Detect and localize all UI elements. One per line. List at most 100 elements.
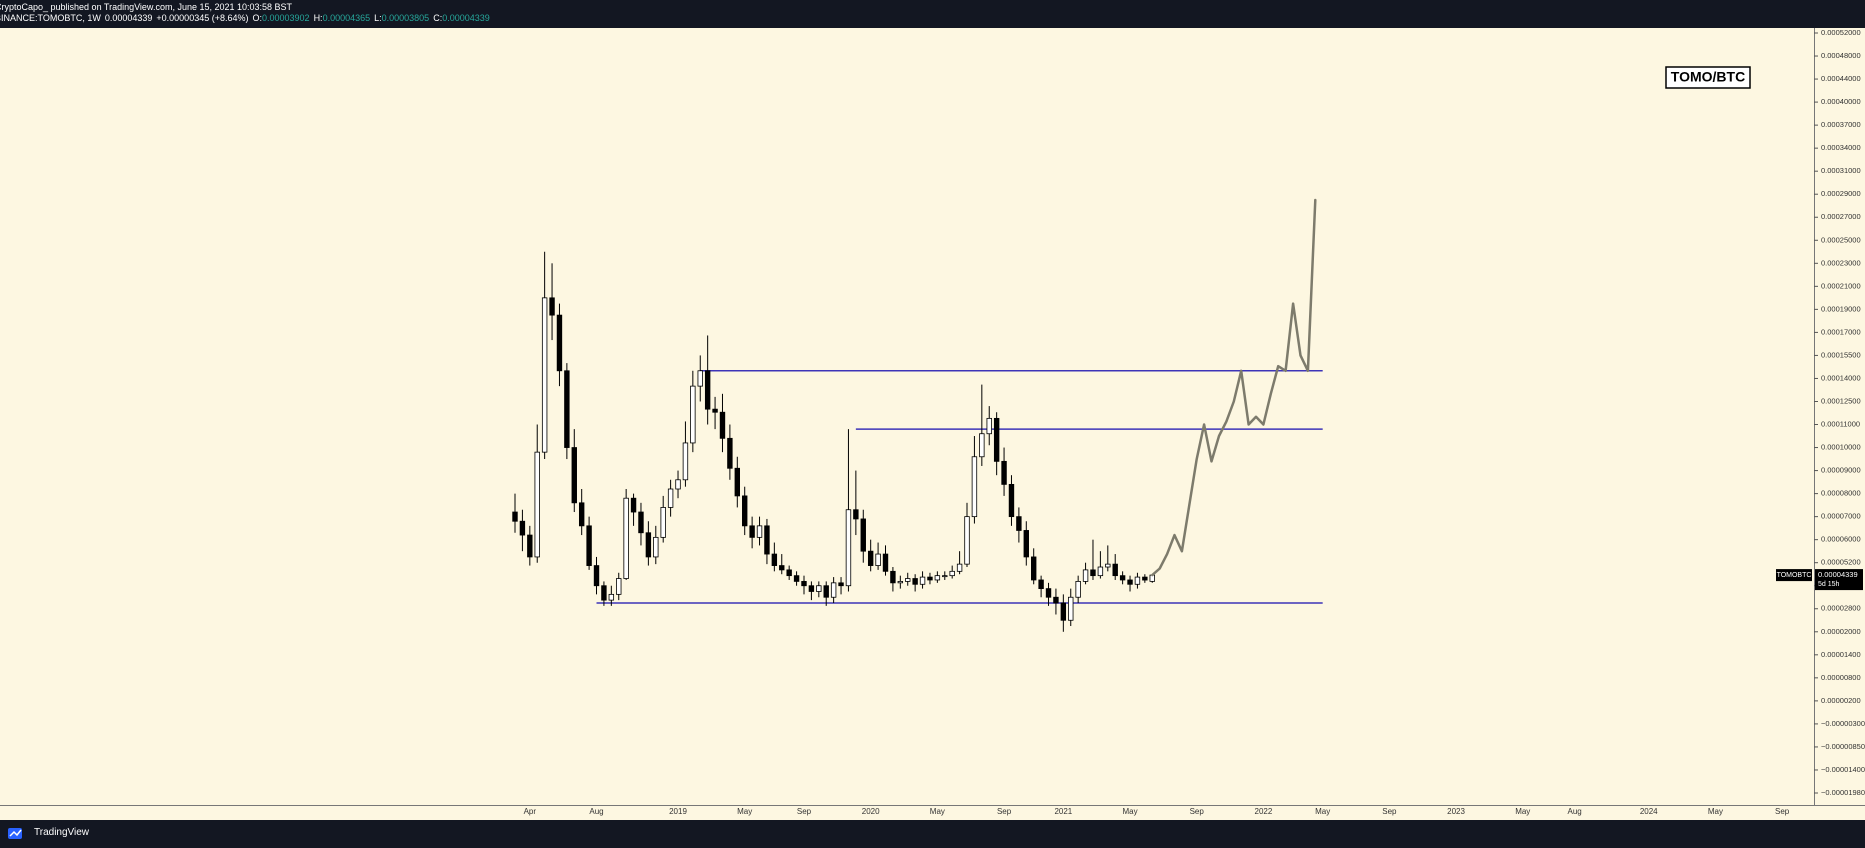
candle-body xyxy=(556,314,563,372)
y-tick-label: 0.00017000 xyxy=(1821,327,1861,336)
candle-body xyxy=(608,593,615,601)
y-tick-label: 0.00029000 xyxy=(1821,189,1861,198)
top-bar xyxy=(0,0,1865,28)
y-tick-label: 0.00006000 xyxy=(1821,535,1861,544)
y-tick-label: 0.00008000 xyxy=(1821,489,1861,498)
levels xyxy=(596,370,1323,604)
x-tick-label: May xyxy=(1122,807,1137,816)
candle-body xyxy=(949,570,955,577)
high-label: H: xyxy=(313,13,323,23)
candle-body xyxy=(712,408,718,413)
x-tick-label: May xyxy=(1708,807,1723,816)
candle-body xyxy=(860,518,866,552)
x-tick-label: May xyxy=(1315,807,1330,816)
x-tick-label: May xyxy=(1515,807,1530,816)
low-label: L: xyxy=(374,13,382,23)
candle-body xyxy=(1068,596,1074,621)
candle-body xyxy=(808,585,815,592)
header-line-1: CryptoCapo_ published on TradingView.com… xyxy=(0,2,292,12)
footer-bar xyxy=(0,820,1865,848)
candle-body xyxy=(1134,576,1141,585)
y-tick-label: 0.00007000 xyxy=(1821,512,1861,521)
y-tick-label: 0.00021000 xyxy=(1821,281,1861,290)
candle-body xyxy=(897,581,904,584)
candle-body xyxy=(704,370,711,410)
candle-body xyxy=(927,576,933,581)
y-tick-label: 0.00048000 xyxy=(1821,51,1861,60)
candle-body xyxy=(1023,530,1029,558)
candle-body xyxy=(993,417,1000,462)
candle-body xyxy=(1112,563,1118,577)
y-tick-label: −0.00000300 xyxy=(1821,719,1865,728)
price-tag-symbol-box xyxy=(1776,569,1812,582)
candle-body xyxy=(697,370,703,387)
y-tick-label: 0.00037000 xyxy=(1821,120,1861,129)
candle-body xyxy=(593,565,600,587)
candle-body xyxy=(571,447,577,504)
price-tag-value: 0.00004339 xyxy=(1818,570,1858,579)
candle-body xyxy=(919,576,926,585)
x-tick-label: Sep xyxy=(1382,807,1397,816)
candle-body xyxy=(1016,516,1022,531)
y-tick-label: 0.00002800 xyxy=(1821,604,1861,613)
author-line: CryptoCapo_ published on TradingView.com… xyxy=(0,2,293,12)
y-tick-label: 0.00023000 xyxy=(1821,258,1861,267)
y-tick-label: 0.00000800 xyxy=(1821,673,1861,682)
y-tick-label: 0.00002000 xyxy=(1821,627,1861,636)
candle-body xyxy=(956,563,963,572)
candle-body xyxy=(564,370,570,448)
x-tick-label: 2024 xyxy=(1640,807,1658,816)
candle-body xyxy=(875,553,881,566)
candle-body xyxy=(1097,566,1104,577)
y-tick-label: 0.00044000 xyxy=(1821,74,1861,83)
x-tick-label: 2019 xyxy=(669,807,687,816)
x-tick-label: Aug xyxy=(1568,807,1582,816)
candle-body xyxy=(971,456,978,518)
footer-brand: TradingView xyxy=(34,827,90,838)
candle-body xyxy=(793,575,800,582)
candle-body xyxy=(578,502,585,527)
y-tick-label: 0.00040000 xyxy=(1821,97,1861,106)
y-tick-label: 0.00001400 xyxy=(1821,650,1861,659)
candle-body xyxy=(690,385,696,444)
candle-body xyxy=(964,516,970,565)
candle-body xyxy=(630,497,637,513)
candle-body xyxy=(623,497,629,579)
candle-body xyxy=(882,553,889,572)
candle-body xyxy=(719,411,726,439)
last-price: 0.00004339 xyxy=(104,13,153,23)
candle-body xyxy=(912,578,918,585)
y-tick-label: −0.00000850 xyxy=(1821,742,1865,751)
candle-body xyxy=(675,479,681,490)
candle-body xyxy=(1127,579,1133,585)
x-tick-label: 2022 xyxy=(1255,807,1273,816)
candle-body xyxy=(823,585,829,598)
close-value: 0.00004339 xyxy=(442,13,490,23)
candle-body xyxy=(816,585,822,592)
candle-body xyxy=(905,578,911,582)
candle-body xyxy=(549,297,555,316)
candle-body xyxy=(1001,460,1007,485)
candle-body xyxy=(660,507,666,538)
candle-body xyxy=(1038,579,1044,590)
candle-body xyxy=(942,575,948,578)
candle-body xyxy=(653,536,659,558)
header-line-2: BINANCE:TOMOBTC, 1W 0.00004339 +0.000003… xyxy=(0,13,490,23)
candle-body xyxy=(1090,569,1096,577)
y-tick-label: 0.00000200 xyxy=(1821,696,1861,705)
symbol-box xyxy=(1665,66,1751,89)
open-value: 0.00003902 xyxy=(262,13,310,23)
y-tick-label: 0.00015500 xyxy=(1821,350,1861,359)
x-tick-label: 2021 xyxy=(1054,807,1072,816)
tradingview-logo xyxy=(8,828,22,839)
candle-body xyxy=(667,488,674,508)
high-group: H: 0.00004365 xyxy=(314,13,371,23)
candle-body xyxy=(519,520,526,536)
candle-body xyxy=(638,511,644,534)
y-tick-label: 0.00052000 xyxy=(1821,28,1861,37)
y-tick-label: 0.00009000 xyxy=(1821,466,1861,475)
x-tick-label: 2023 xyxy=(1447,807,1465,816)
candle-body xyxy=(756,525,763,538)
